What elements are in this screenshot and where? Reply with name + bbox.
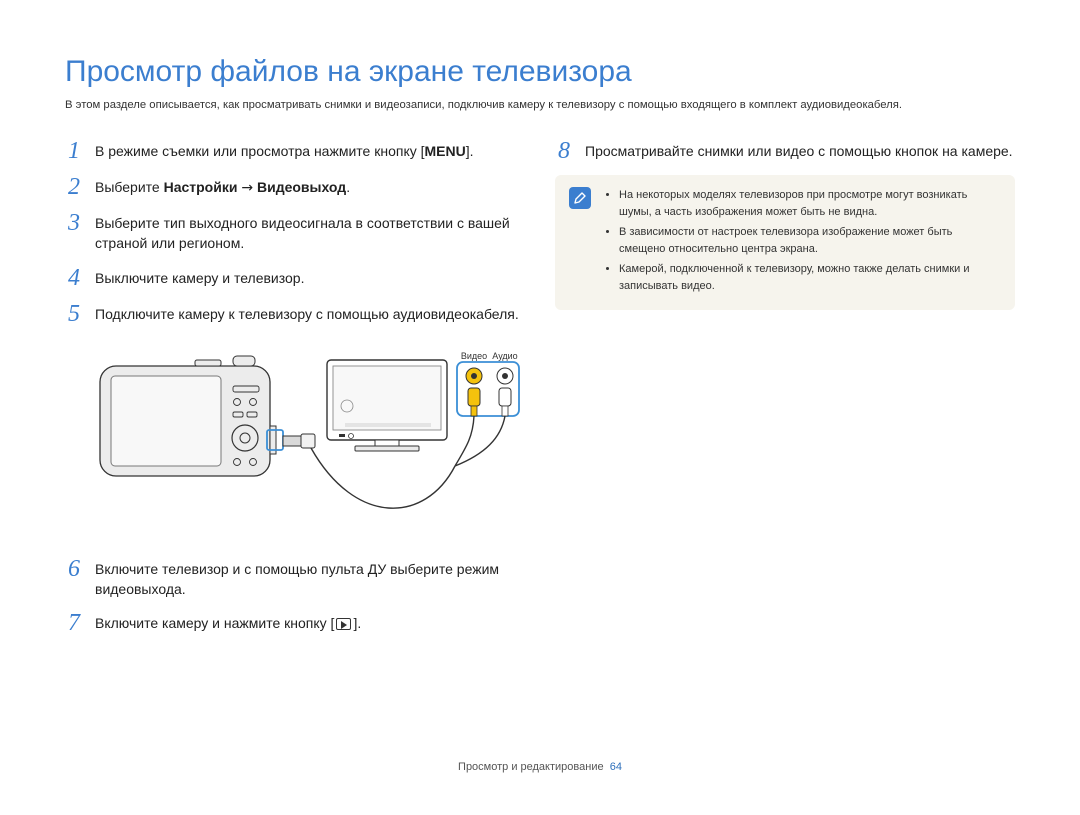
step-2-text-c: Видеовыход [257,179,346,195]
arrow-icon: → [241,180,253,196]
step-text: Просматривайте снимки или видео с помощь… [585,139,1013,161]
step-2-text-a: Выберите [95,179,160,195]
note-item: В зависимости от настроек телевизора изо… [619,224,1001,257]
step-text: Включите камеру и нажмите кнопку []. [95,611,361,633]
rca-panel: Видео Аудио [457,351,519,416]
note-list: На некоторых моделях телевизоров при про… [603,187,1001,298]
step-number: 8 [555,139,573,163]
note-icon [569,187,591,209]
connection-diagram: Видео Аудио [95,346,525,536]
audio-label: Аудио [492,351,517,361]
camera-icon [100,356,283,476]
play-icon [336,618,351,630]
step-number: 7 [65,611,83,635]
step-text: Выберите Настройки → Видеовыход. [95,175,350,198]
step-3: 3 Выберите тип выходного видеосигнала в … [65,211,525,254]
step-7-text-a: Включите камеру и нажмите кнопку [ [95,615,334,631]
step-text: Подключите камеру к телевизору с помощью… [95,302,519,324]
step-2-text-b: Настройки [164,179,238,195]
right-column: 8 Просматривайте снимки или видео с помо… [555,139,1015,647]
step-number: 5 [65,302,83,326]
step-5: 5 Подключите камеру к телевизору с помощ… [65,302,525,326]
page-footer: Просмотр и редактирование 64 [0,761,1080,773]
left-column: 1 В режиме съемки или просмотра нажмите … [65,139,525,647]
step-1: 1 В режиме съемки или просмотра нажмите … [65,139,525,163]
footer-section: Просмотр и редактирование [458,761,604,773]
step-2: 2 Выберите Настройки → Видеовыход. [65,175,525,199]
page-subtitle: В этом разделе описывается, как просматр… [65,99,1015,111]
step-number: 1 [65,139,83,163]
step-8: 8 Просматривайте снимки или видео с помо… [555,139,1015,163]
step-text: Включите телевизор и с помощью пульта ДУ… [95,557,525,600]
step-number: 2 [65,175,83,199]
step-1-text-a: В режиме съемки или просмотра нажмите кн… [95,143,417,159]
page-title: Просмотр файлов на экране телевизора [65,55,1015,89]
video-label: Видео [461,351,487,361]
note-item: Камерой, подключенной к телевизору, можн… [619,261,1001,294]
step-number: 3 [65,211,83,235]
usb-plug-icon [283,434,315,448]
step-4: 4 Выключите камеру и телевизор. [65,266,525,290]
note-box: На некоторых моделях телевизоров при про… [555,175,1015,310]
step-text: Выключите камеру и телевизор. [95,266,304,288]
step-7: 7 Включите камеру и нажмите кнопку []. [65,611,525,635]
step-text: Выберите тип выходного видеосигнала в со… [95,211,525,254]
step-text: В режиме съемки или просмотра нажмите кн… [95,139,474,161]
step-6: 6 Включите телевизор и с помощью пульта … [65,557,525,600]
step-7-text-b: ]. [353,615,361,631]
footer-page-number: 64 [610,761,622,773]
menu-label: MENU [425,143,466,159]
step-number: 4 [65,266,83,290]
step-number: 6 [65,557,83,581]
content-columns: 1 В режиме съемки или просмотра нажмите … [65,139,1015,647]
tv-icon [327,360,447,451]
note-item: На некоторых моделях телевизоров при про… [619,187,1001,220]
